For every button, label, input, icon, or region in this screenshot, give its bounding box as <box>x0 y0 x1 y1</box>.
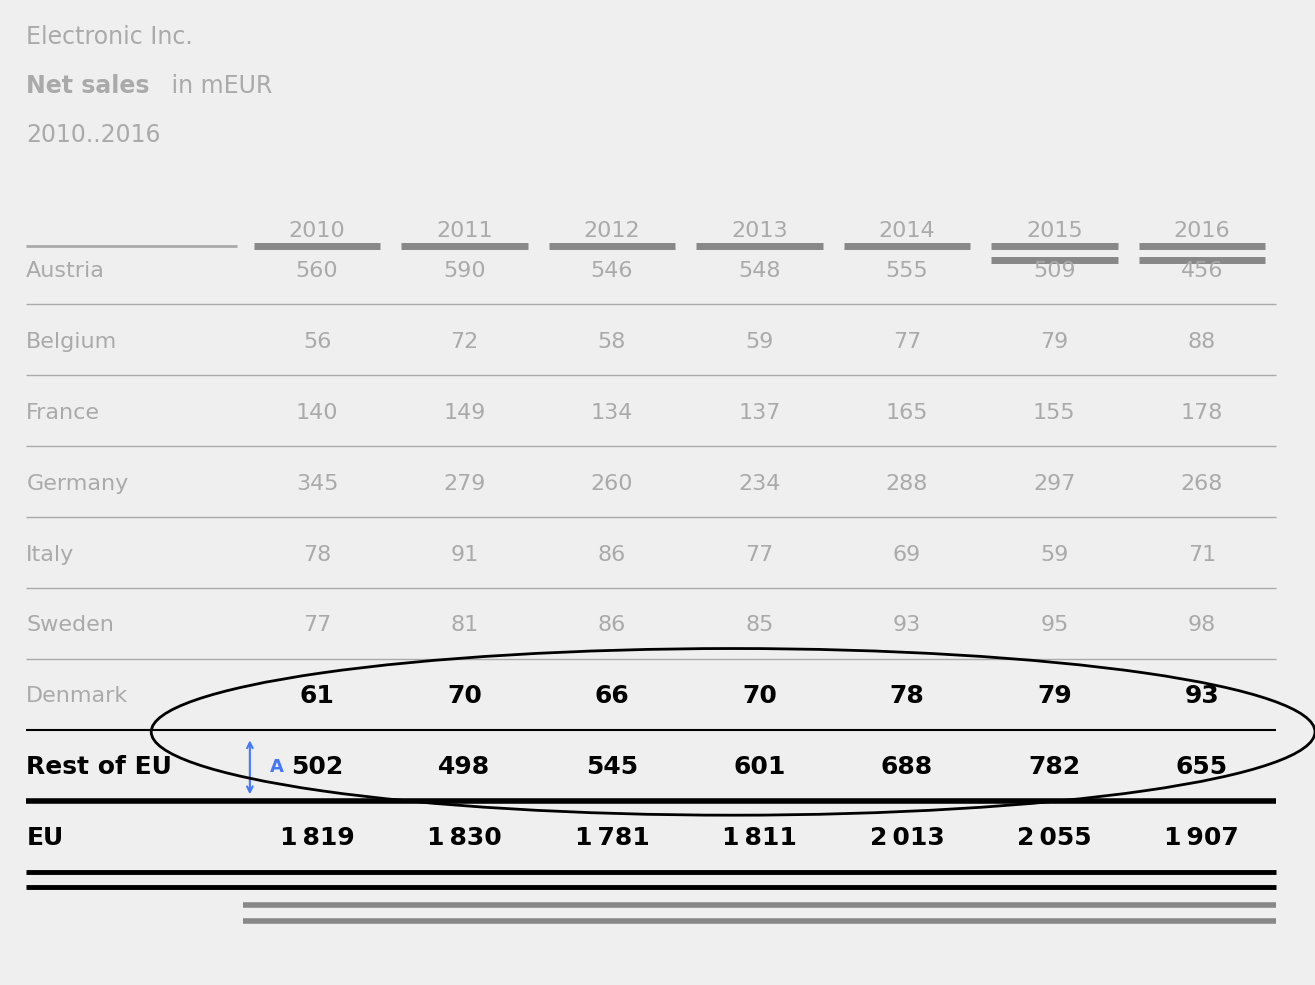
Text: 548: 548 <box>738 261 781 281</box>
Text: 56: 56 <box>302 332 331 352</box>
Text: 78: 78 <box>889 685 924 708</box>
Text: 688: 688 <box>881 755 932 779</box>
Text: 95: 95 <box>1040 616 1069 635</box>
Text: in mEUR: in mEUR <box>164 74 272 98</box>
Text: 2011: 2011 <box>437 222 493 241</box>
Text: Germany: Germany <box>26 474 129 493</box>
Text: 782: 782 <box>1028 755 1081 779</box>
Text: 70: 70 <box>742 685 777 708</box>
Text: 59: 59 <box>746 332 773 352</box>
Text: 93: 93 <box>1185 685 1219 708</box>
Text: 69: 69 <box>893 545 920 564</box>
Text: 134: 134 <box>590 403 633 423</box>
Text: 288: 288 <box>886 474 928 493</box>
Text: 234: 234 <box>738 474 781 493</box>
Text: Belgium: Belgium <box>26 332 117 352</box>
Text: 78: 78 <box>302 545 331 564</box>
Text: 71: 71 <box>1187 545 1216 564</box>
Text: 601: 601 <box>734 755 785 779</box>
Text: 61: 61 <box>300 685 334 708</box>
Text: 1 811: 1 811 <box>722 826 797 850</box>
Text: 72: 72 <box>450 332 479 352</box>
Text: 502: 502 <box>291 755 343 779</box>
Text: 260: 260 <box>590 474 634 493</box>
Text: 2010..2016: 2010..2016 <box>26 123 160 147</box>
Text: 509: 509 <box>1034 261 1076 281</box>
Text: 1 830: 1 830 <box>427 826 502 850</box>
Text: 81: 81 <box>450 616 479 635</box>
Text: 297: 297 <box>1034 474 1076 493</box>
Text: 279: 279 <box>443 474 485 493</box>
Text: 1 781: 1 781 <box>575 826 650 850</box>
Text: France: France <box>26 403 100 423</box>
Text: 2 013: 2 013 <box>869 826 944 850</box>
Text: 77: 77 <box>302 616 331 635</box>
Text: 268: 268 <box>1181 474 1223 493</box>
Text: 86: 86 <box>598 545 626 564</box>
Text: Italy: Italy <box>26 545 75 564</box>
Text: 98: 98 <box>1187 616 1216 635</box>
Text: Electronic Inc.: Electronic Inc. <box>26 25 193 48</box>
Text: 590: 590 <box>443 261 485 281</box>
Text: 1 907: 1 907 <box>1165 826 1239 850</box>
Text: 2014: 2014 <box>878 222 935 241</box>
Text: 86: 86 <box>598 616 626 635</box>
Text: 58: 58 <box>598 332 626 352</box>
Text: 77: 77 <box>746 545 773 564</box>
Text: EU: EU <box>26 826 63 850</box>
Text: 655: 655 <box>1176 755 1228 779</box>
Text: 545: 545 <box>586 755 638 779</box>
Text: 498: 498 <box>438 755 490 779</box>
Text: 456: 456 <box>1181 261 1223 281</box>
Text: 88: 88 <box>1187 332 1216 352</box>
Text: 140: 140 <box>296 403 338 423</box>
Text: 2016: 2016 <box>1173 222 1230 241</box>
Text: 555: 555 <box>885 261 928 281</box>
Text: Rest of EU: Rest of EU <box>26 755 172 779</box>
Text: Sweden: Sweden <box>26 616 114 635</box>
Text: 93: 93 <box>893 616 920 635</box>
Text: 137: 137 <box>738 403 781 423</box>
Text: 546: 546 <box>590 261 634 281</box>
Text: 2013: 2013 <box>731 222 788 241</box>
Text: 85: 85 <box>746 616 773 635</box>
Text: 79: 79 <box>1040 332 1069 352</box>
Text: A: A <box>270 758 284 776</box>
Text: 149: 149 <box>443 403 485 423</box>
Text: 155: 155 <box>1034 403 1076 423</box>
Text: 345: 345 <box>296 474 338 493</box>
Text: 79: 79 <box>1038 685 1072 708</box>
Text: 2015: 2015 <box>1026 222 1082 241</box>
Text: 2012: 2012 <box>584 222 640 241</box>
Text: 560: 560 <box>296 261 338 281</box>
Text: 165: 165 <box>885 403 928 423</box>
Text: 91: 91 <box>450 545 479 564</box>
Text: Denmark: Denmark <box>26 687 129 706</box>
Text: Net sales: Net sales <box>26 74 150 98</box>
Text: 66: 66 <box>594 685 630 708</box>
Text: 2010: 2010 <box>288 222 346 241</box>
Text: 70: 70 <box>447 685 481 708</box>
Text: 1 819: 1 819 <box>280 826 354 850</box>
Text: 178: 178 <box>1181 403 1223 423</box>
Text: 59: 59 <box>1040 545 1069 564</box>
Text: 77: 77 <box>893 332 920 352</box>
Text: Austria: Austria <box>26 261 105 281</box>
Text: 2 055: 2 055 <box>1016 826 1091 850</box>
